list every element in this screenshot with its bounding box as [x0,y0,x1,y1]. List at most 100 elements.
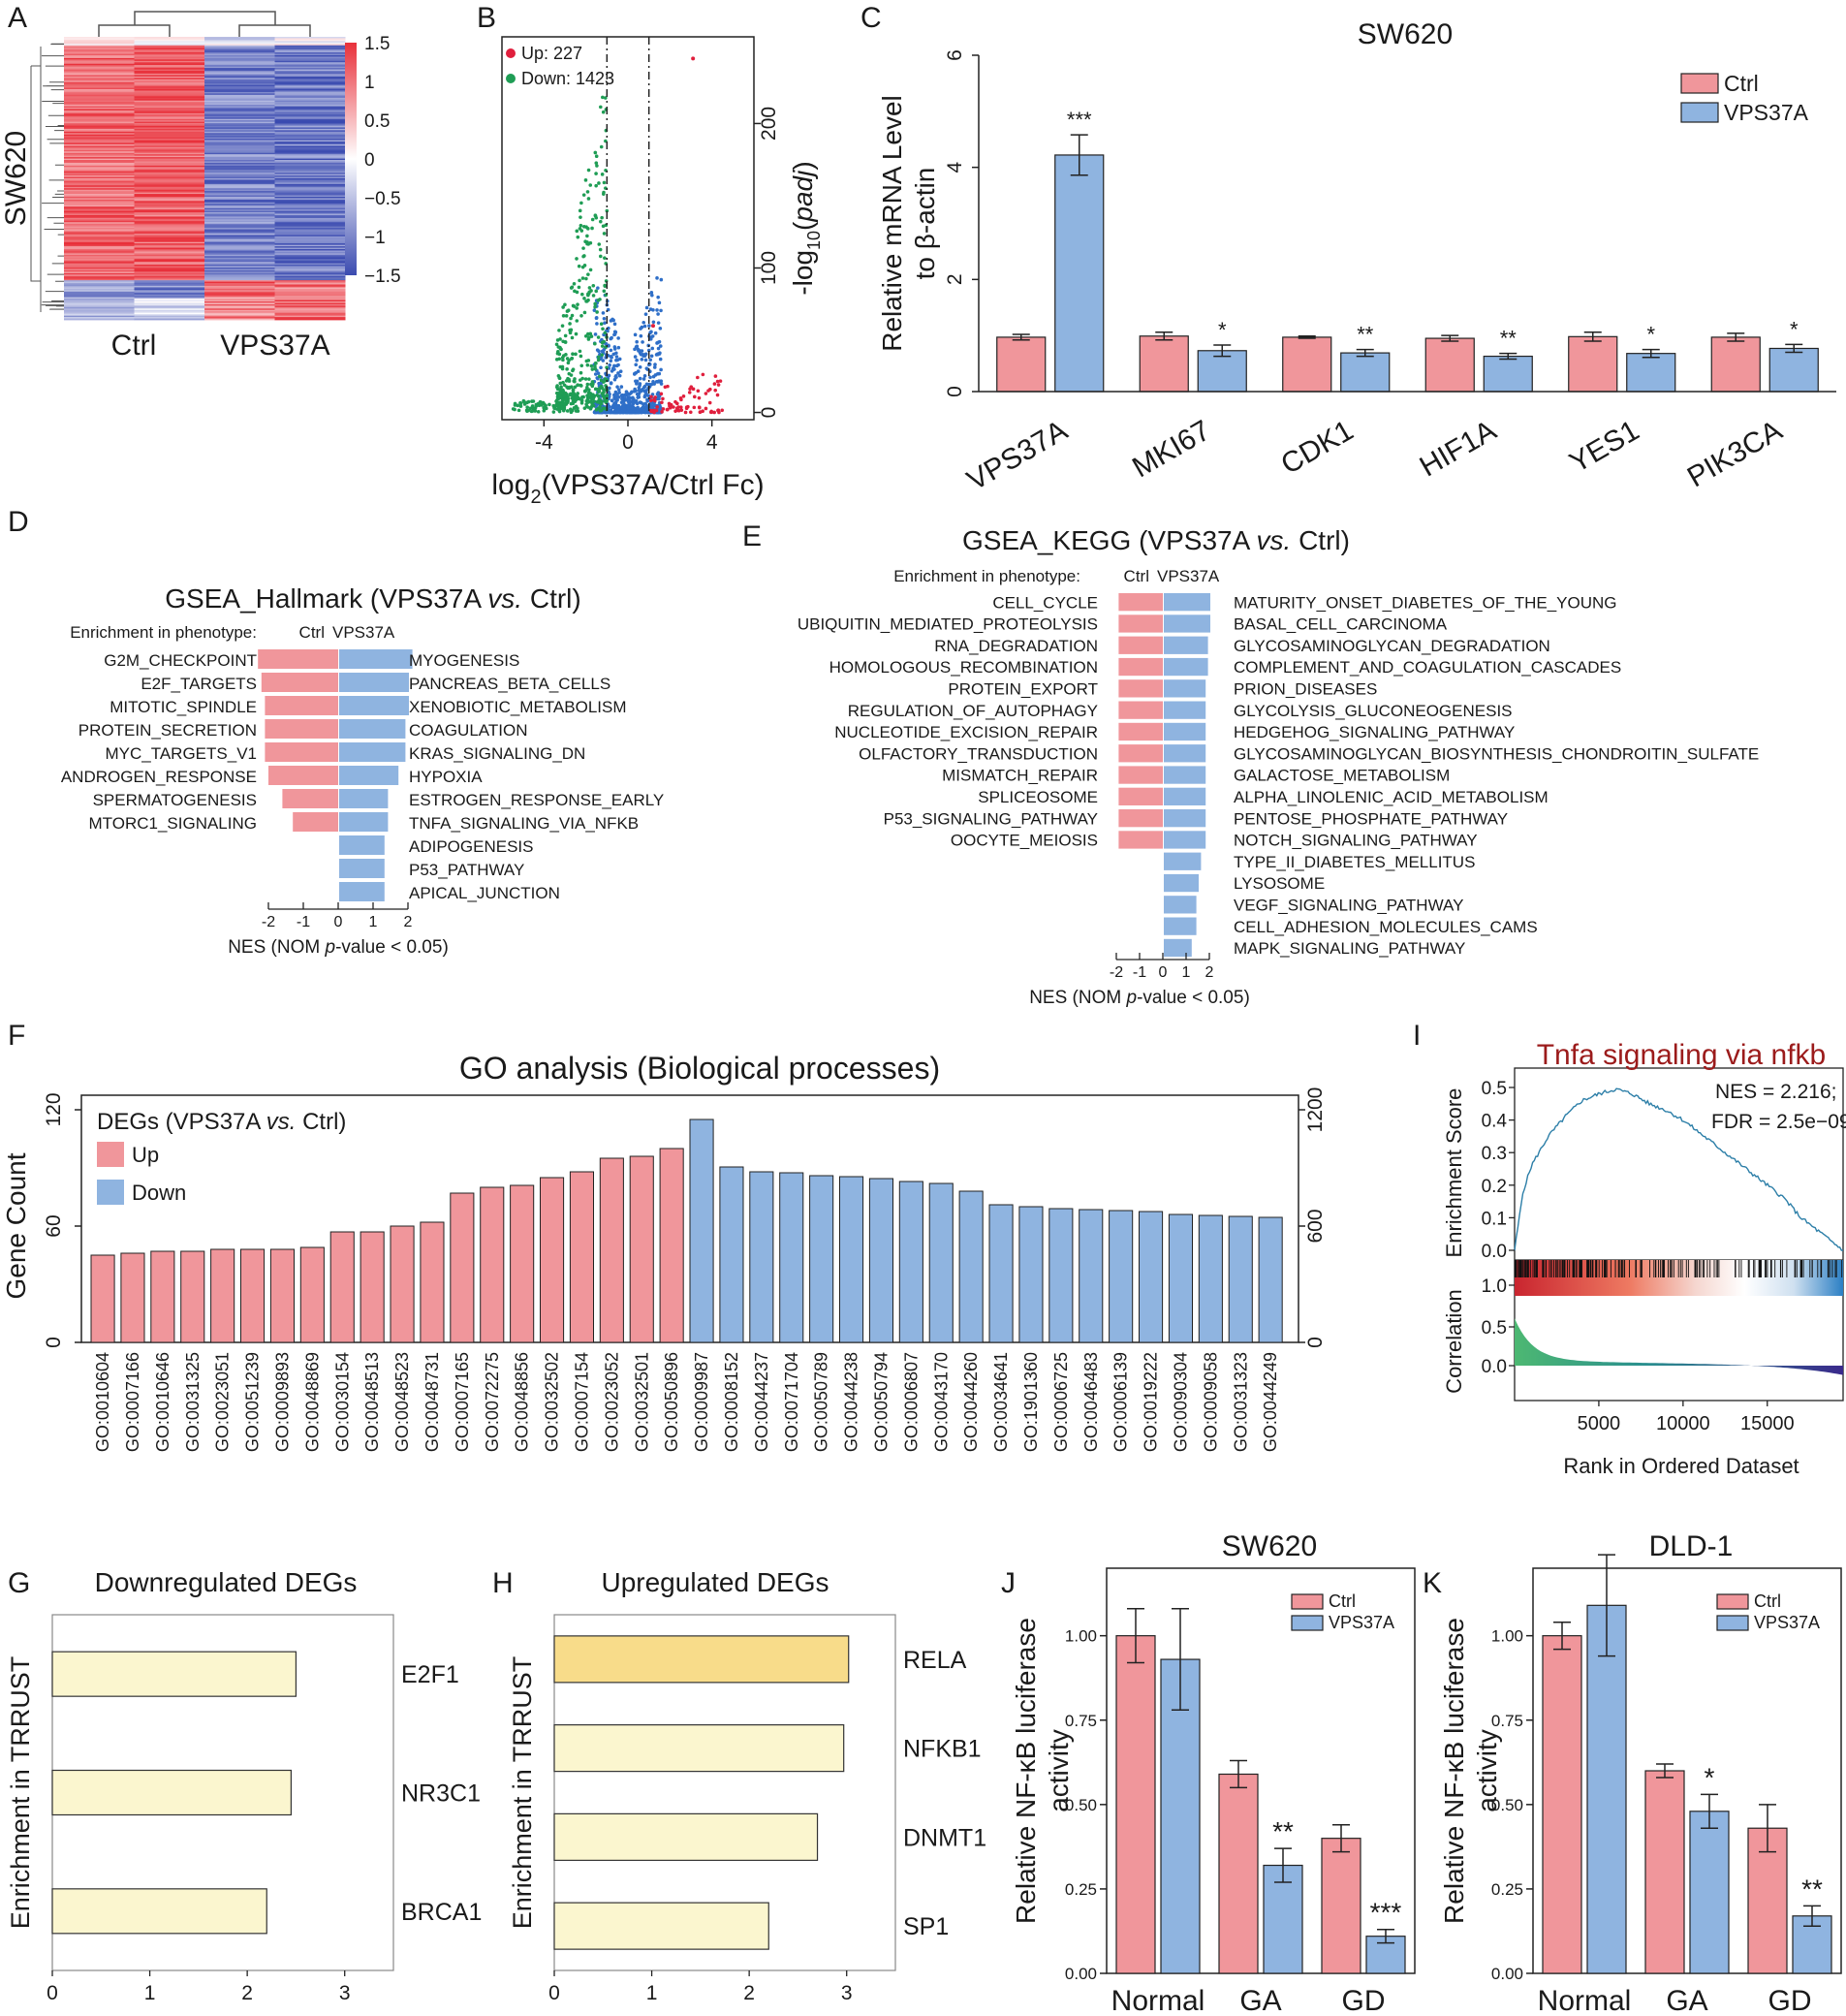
volcano-point [575,319,579,323]
heatmap-cell [204,278,275,281]
heatmap-cell [274,103,346,106]
heatmap-cell [134,195,205,198]
heatmap-cell [274,189,346,192]
heatmap-cell [204,223,275,226]
heatmap-cell [274,236,346,238]
heatmap-cell [134,87,205,90]
volcano-point [620,396,624,401]
heatmap-cell [274,266,346,268]
legend-down-label: Down: 1423 [521,69,614,88]
heatmap-cell [64,185,135,188]
heatmap-cell [204,68,275,70]
gene-set-label: RNA_DEGRADATION [934,637,1098,655]
heatmap-cell [274,112,346,115]
volcano-point [644,305,649,310]
volcano-point [585,234,589,238]
bar-ctrl [261,673,338,692]
heatmap-cell [64,53,135,56]
heatmap-cell [204,188,275,191]
heatmap-cell [134,59,205,62]
factor-label: SP1 [903,1913,949,1940]
y-tick-label: 1.00 [1065,1627,1097,1646]
heatmap-cell [134,123,205,125]
y-tick-label: 1.00 [1491,1627,1523,1646]
volcano-point [595,310,599,314]
bar-vps [339,882,385,901]
volcano-point [590,226,594,231]
heatmap-cell [274,272,346,275]
heatmap-cell [274,39,346,42]
gene-set-label: LYSOSOME [1234,874,1325,893]
heatmap-cell [134,219,205,222]
error-bar [1298,334,1316,339]
panel-h-trrust-up: Upregulated DEGsRELANFKB1DNMT1SP10123-lo… [508,1567,986,2004]
volcano-point [576,302,579,306]
heatmap-cell [64,165,135,168]
heatmap-cell [274,206,346,209]
heatmap-cell [134,266,205,268]
volcano-point [589,334,594,338]
volcano-point [649,335,653,340]
heatmap-cell [64,285,135,288]
volcano-point [582,297,586,300]
volcano-point [657,379,662,384]
volcano-point [654,353,659,357]
heatmap-cell [134,154,205,157]
heatmap-cell [274,285,346,288]
heatmap-column-label: VPS37A [220,330,329,362]
heatmap-cell [134,81,205,84]
go-term-label: GO:0046483 [1081,1352,1101,1452]
bar-vps [1164,679,1206,698]
volcano-point [601,391,606,395]
volcano-point [634,379,638,384]
heatmap-cell [274,41,346,44]
heatmap-cell [134,56,205,59]
factor-label: DNMT1 [903,1824,986,1851]
title-italic: vs. [487,583,522,614]
gene-set-label: ESTROGEN_RESPONSE_EARLY [409,791,664,809]
heatmap-cell [64,247,135,250]
heatmap-cell [134,272,205,275]
heatmap-cell [204,164,275,167]
heatmap-cell [64,84,135,87]
ylabel-part: -log [788,250,818,296]
heatmap-cell [274,233,346,236]
heatmap-cell [64,226,135,229]
heatmap-cell [274,287,346,290]
heatmap-cell [274,108,346,110]
heatmap-cell [274,149,346,152]
volcano-point [601,224,606,229]
volcano-point [570,396,575,400]
panel-e-gsea-kegg: GSEA_KEGG (VPS37A vs. Ctrl)Enrichment in… [798,525,1759,1008]
heatmap-cell [274,195,346,198]
heatmap-cell [204,140,275,142]
heatmap-cell [274,212,346,214]
heatmap-cell [204,120,275,122]
volcano-point [596,371,601,375]
volcano-point [648,307,653,311]
heatmap-cell [274,267,346,269]
gene-set-label: HYPOXIA [409,768,483,786]
heatmap-cell [64,284,135,287]
volcano-point [600,344,605,348]
heatmap-cell [64,214,135,217]
go-term-label: GO:0048731 [422,1352,442,1452]
legend-down-label: Down [132,1181,186,1205]
heatmap-cell [204,192,275,195]
heatmap-cell [274,47,346,49]
panel-label: G [8,1567,30,1599]
heatmap-row-dendrogram [30,43,64,312]
heatmap-cell [64,288,135,291]
volcano-point [615,393,619,396]
correlation-area [1515,1318,1843,1375]
volcano-point [589,363,594,368]
fdr-label: FDR = 2.5e−09 [1711,1111,1846,1133]
heatmap-cell [204,196,275,199]
heatmap-cell [274,157,346,159]
bar-vps [339,859,385,878]
panel-label: E [742,520,762,552]
gene-set-label: BASAL_CELL_CARCINOMA [1234,615,1448,634]
volcano-point [638,376,642,381]
heatmap-cell [274,196,346,199]
heatmap-ylabel: SW620 [0,131,32,226]
